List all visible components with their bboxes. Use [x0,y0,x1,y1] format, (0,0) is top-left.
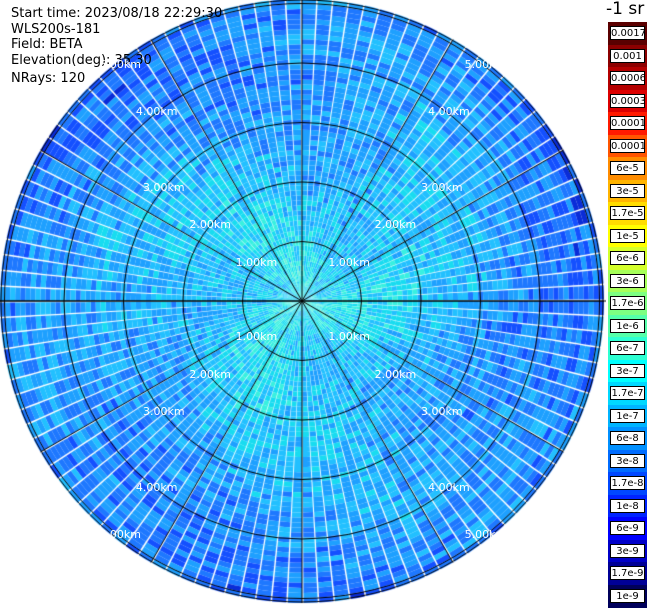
range-ring-label: 2.00km [189,368,231,381]
ppi-scan-plot [0,0,606,607]
range-ring-label: 4.00km [428,105,470,118]
range-ring-label: 4.00km [136,105,178,118]
range-ring-label: 5.00km [465,528,507,541]
color-scale-tick-label: 6e-9 [610,521,645,535]
color-scale-tick-label: 3e-5 [610,184,645,198]
color-scale-tick-label: 6e-8 [610,431,645,445]
color-scale-tick-label: 1e-6 [610,319,645,333]
color-scale-tick-label: 0.0001 [610,139,645,153]
color-scale-tick-label: 1.7e-9 [610,566,645,580]
color-scale-tick-label: 3e-8 [610,454,645,468]
range-ring-label: 1.00km [236,330,278,343]
color-scale-tick-label: 1e-9 [610,589,645,603]
color-scale-unit: -1 sr [606,0,644,19]
color-scale-tick-label: 1.7e-7 [610,386,645,400]
range-ring-label: 4.00km [428,481,470,494]
color-scale-tick-label: 6e-7 [610,341,645,355]
nrays-label: NRays: 120 [11,71,85,87]
color-scale-tick-label: 0.0017 [610,26,645,40]
range-ring-label: 2.00km [189,218,231,231]
color-scale-tick-label: 3e-7 [610,364,645,378]
color-scale-tick-label: 1.7e-6 [610,296,645,310]
color-scale-tick-label: 1.7e-5 [610,206,645,220]
range-ring-label: 5.00km [465,58,507,71]
color-scale-tick-label: 1e-8 [610,499,645,513]
instrument-label: WLS200s-181 [11,22,100,38]
color-scale-tick-label: 6e-6 [610,251,645,265]
color-scale-tick-label: 1e-5 [610,229,645,243]
color-scale-tick-label: 3e-6 [610,274,645,288]
color-scale-tick-label: 3e-9 [610,544,645,558]
color-scale-tick-label: 1.7e-8 [610,476,645,490]
range-ring-label: 5.00km [99,58,141,71]
range-ring-label: 1.00km [328,256,370,269]
range-ring-label: 3.00km [143,181,185,194]
range-ring-label: 1.00km [328,330,370,343]
range-ring-label: 5.00km [99,528,141,541]
range-ring-label: 3.00km [421,405,463,418]
range-ring-label: 2.00km [375,368,417,381]
color-scale-tick-label: 0.0006 [610,71,645,85]
color-scale-tick-label: 0.001 [610,49,645,63]
range-ring-label: 3.00km [143,405,185,418]
color-scale-tick-label: 6e-5 [610,161,645,175]
color-scale-tick-label: 0.00017 [610,116,645,130]
color-scale-tick-label: 0.0003 [610,94,645,108]
range-ring-label: 4.00km [136,481,178,494]
range-ring-label: 2.00km [375,218,417,231]
start-time-label: Start time: 2023/08/18 22:29:30 [11,6,222,22]
range-ring-label: 3.00km [421,181,463,194]
color-scale-tick-label: 1e-7 [610,409,645,423]
range-ring-label: 1.00km [236,256,278,269]
field-label: Field: BETA [11,37,82,53]
